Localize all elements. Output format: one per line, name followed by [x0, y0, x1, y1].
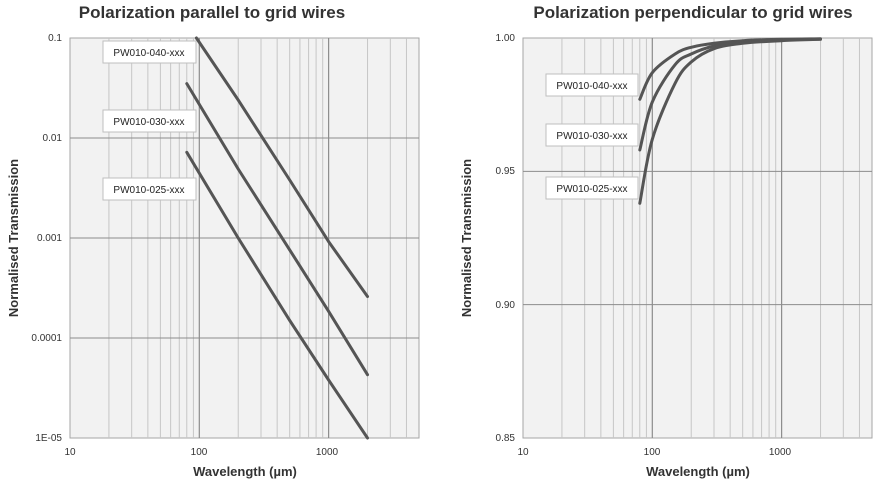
y-tick-label: 0.001: [37, 233, 62, 244]
series-line: [185, 82, 369, 377]
chart-title: Polarization perpendicular to grid wires: [533, 3, 852, 22]
callout-pw010-040: PW010-040-xxx: [545, 73, 639, 97]
y-tick-label: 0.01: [43, 133, 63, 144]
chart-parallel: Polarization parallel to grid wires 0.1 …: [6, 3, 420, 479]
callout-pw010-030: PW010-030-xxx: [545, 123, 639, 147]
x-tick-label: 100: [644, 447, 661, 458]
callout-label: PW010-030-xxx: [556, 131, 627, 142]
x-axis-label: Wavelength (µm): [646, 464, 750, 479]
y-tick-label: 0.0001: [31, 333, 62, 344]
callout-label: PW010-025-xxx: [556, 184, 627, 195]
callout-label: PW010-040-xxx: [113, 48, 184, 59]
callout-pw010-025: PW010-025-xxx: [102, 177, 197, 201]
x-tick-label: 1000: [769, 447, 792, 458]
x-tick-label: 10: [517, 447, 529, 458]
series-curves: [638, 37, 822, 205]
callout-label: PW010-040-xxx: [556, 81, 627, 92]
callout-box: [102, 40, 197, 64]
y-tick-label: 0.1: [48, 33, 62, 44]
x-tick-label: 100: [191, 447, 208, 458]
series-line: [194, 36, 369, 298]
x-tick-label: 10: [64, 447, 76, 458]
callout-box: [102, 109, 197, 133]
y-tick-label: 1E-05: [35, 433, 62, 444]
y-tick-label: 0.95: [496, 166, 516, 177]
callout-label: PW010-025-xxx: [113, 185, 184, 196]
callout-pw010-030: PW010-030-xxx: [102, 109, 197, 133]
plot-area: [522, 37, 873, 439]
series-curves: [185, 36, 369, 440]
x-tick-label: 1000: [316, 447, 339, 458]
grid-lines: [523, 38, 872, 438]
callout-box: [545, 176, 639, 200]
y-tick-label: 0.90: [496, 300, 516, 311]
series-line: [185, 150, 369, 440]
series-line: [638, 37, 822, 205]
chart-title: Polarization parallel to grid wires: [79, 3, 345, 22]
callout-box: [545, 123, 639, 147]
callout-box: [545, 73, 639, 97]
callout-pw010-040: PW010-040-xxx: [102, 40, 197, 64]
x-axis-label: Wavelength (µm): [193, 464, 297, 479]
y-axis-label: Normalised Transmission: [6, 159, 21, 317]
y-tick-label: 1.00: [496, 33, 516, 44]
y-tick-label: 0.85: [496, 433, 516, 444]
callout-label: PW010-030-xxx: [113, 117, 184, 128]
callout-box: [102, 177, 197, 201]
y-axis-label: Normalised Transmission: [459, 159, 474, 317]
callout-pw010-025: PW010-025-xxx: [545, 176, 639, 200]
chart-perpendicular: Polarization perpendicular to grid wires…: [459, 3, 873, 479]
